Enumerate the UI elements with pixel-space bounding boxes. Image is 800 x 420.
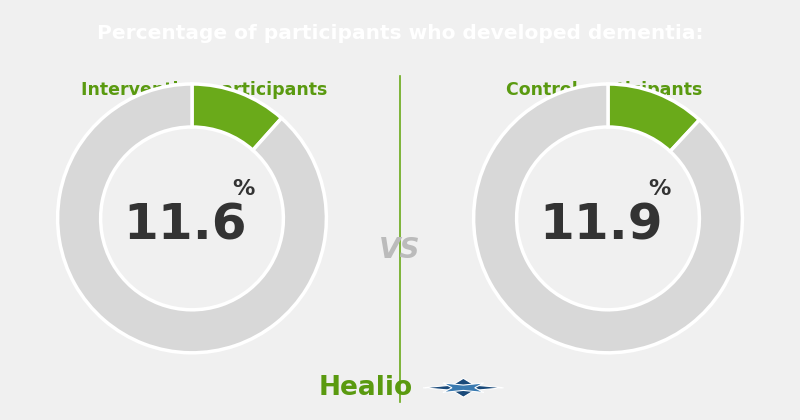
Wedge shape (474, 84, 742, 353)
Wedge shape (192, 84, 282, 150)
Text: Control participants: Control participants (506, 81, 702, 99)
Text: %: % (648, 179, 670, 199)
Text: %: % (232, 179, 254, 199)
Text: Healio: Healio (318, 375, 413, 401)
Text: 11.6: 11.6 (123, 201, 247, 249)
Text: 11.9: 11.9 (539, 201, 663, 249)
Polygon shape (423, 378, 504, 397)
Text: Intervention participants: Intervention participants (81, 81, 327, 99)
Wedge shape (58, 84, 326, 353)
Text: Percentage of participants who developed dementia:: Percentage of participants who developed… (97, 24, 703, 43)
Polygon shape (443, 383, 484, 393)
Wedge shape (608, 84, 699, 151)
Text: VS: VS (379, 236, 421, 264)
